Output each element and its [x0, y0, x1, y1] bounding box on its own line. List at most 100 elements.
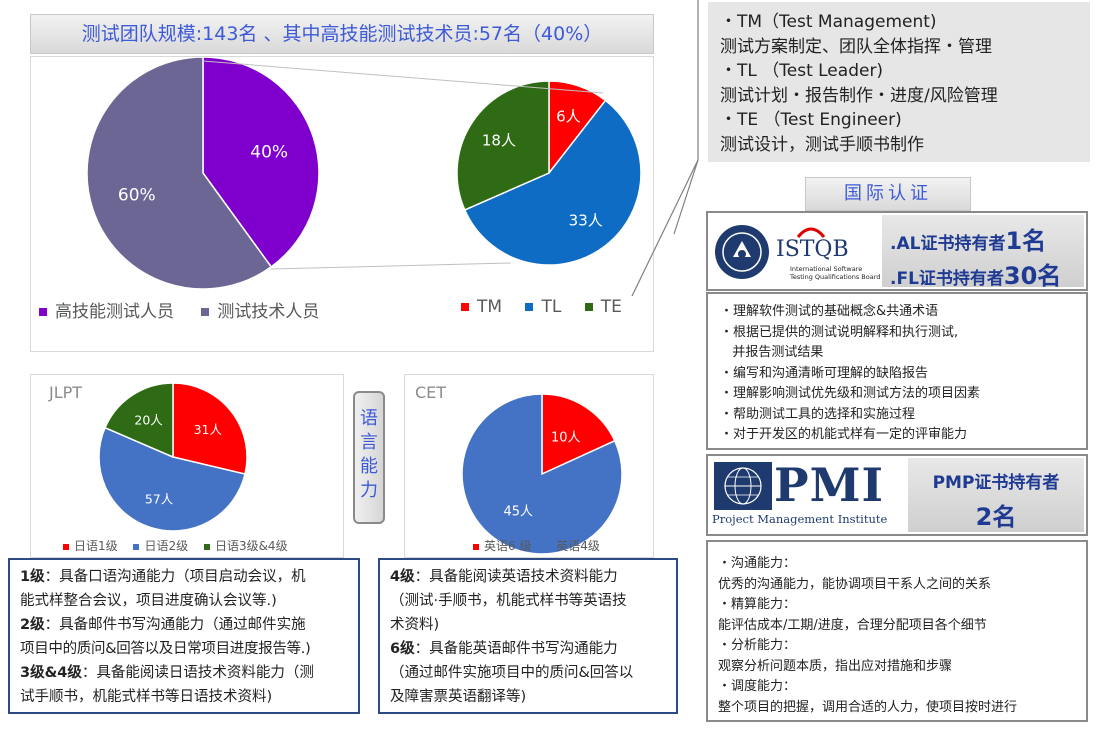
pmi-bullet: ・调度能力： [718, 679, 797, 694]
cet-chart-title: CET [415, 383, 447, 402]
pmp-cert-line1: PMP证书持有者 [932, 473, 1060, 493]
jlpt-line-4: 3级&4级：具备能阅读日语技术资料能力（测 [20, 665, 314, 681]
jlpt-line-0: 1级：具备口语沟通能力（项目启动会议，机 [20, 569, 306, 585]
pie-slice [202, 57, 320, 268]
language-label-char: 言 [360, 432, 378, 453]
jlpt-legend: 日语1级 日语2级 日语3级&4级 [63, 537, 288, 554]
pmi-bullet: ・沟通能力： [718, 556, 797, 571]
legend-item-tl: TL [525, 297, 561, 317]
language-label-char: 力 [360, 480, 378, 501]
pmi-bullet: ・分析能力： [718, 638, 797, 653]
pmi-logo-text: PMI [774, 458, 885, 512]
pie-slice-label: 60% [118, 185, 156, 205]
cet-line-5: 及障害票英语翻译等) [390, 689, 527, 705]
pie-slice [86, 57, 273, 290]
pmi-bullet: 能评估成本/工期/进度，合理分配项目各个细节 [718, 617, 987, 633]
istqb-bullet: 并报告测试结果 [720, 345, 824, 360]
pmi-box: PMI Project Management Institute PMP证书持有… [706, 454, 1088, 536]
legend-item-high-skill: 高技能测试人员 [39, 302, 174, 322]
language-label-char: 语 [360, 408, 378, 429]
jlpt-pie-chart: 31人 57人 20人 [98, 382, 248, 532]
role-line: 测试计划・报告制作・进度/风险管理 [720, 85, 998, 106]
language-label-char: 能 [360, 456, 378, 477]
cet-line-2: 术资料) [390, 617, 440, 633]
cet-description: 4级：具备能阅读英语技术资料能力 （测试·手顺书，机能式样书等英语技 术资料) … [378, 558, 678, 714]
pmi-bullet: 观察分析问题本质，指出应对措施和步骤 [718, 658, 953, 674]
pmi-logo-sub: Project Management Institute [712, 512, 888, 526]
legend-item-tech: 测试技术人员 [201, 302, 319, 322]
role-line: ・TM（Test Management) [720, 12, 937, 32]
jlpt-line-5: 试手顺书，机能式样书等日语技术资料) [20, 689, 273, 705]
jlpt-line-2: 2级：具备邮件书写沟通能力（通过邮件实施 [20, 617, 306, 633]
pmp-cert-line2: 2名 [975, 503, 1017, 531]
legend-item-cet4: 英语4级 [545, 539, 600, 553]
pie-slice [456, 80, 550, 211]
role-line: ・TL （Test Leader) [720, 61, 884, 81]
connector-line-top [202, 60, 604, 94]
intl-cert-label: 国际认证 [805, 177, 971, 211]
istqb-logo-text: ISTQB [776, 237, 849, 262]
connector-line-bottom [270, 262, 512, 270]
istqb-al-line: .AL证书持有者1名 [890, 227, 1047, 255]
skill-pie-chart: 40% 60% [86, 57, 320, 290]
jlpt-chart-panel: JLPT 31人 57人 20人 日语1级 日语2级 日语3级&4级 [30, 374, 344, 558]
pmi-bullet: 整个项目的把握，调用合适的人力，使项目按时进行 [718, 699, 1018, 715]
cet-chart-panel: CET 10人 45人 英语6 级 英语4级 [404, 374, 654, 558]
cet-line-1: （测试·手顺书，机能式样书等英语技 [390, 593, 627, 609]
istqb-bullet: ・根据已提供的测试说明解释和执行测试, [720, 324, 959, 340]
jlpt-description: 1级：具备口语沟通能力（项目启动会议，机 能式样整合会议，项目进度确认会议等.)… [8, 558, 360, 714]
team-size-title: 测试团队规模:143名 、其中高技能测试技术员:57名（40%） [30, 14, 654, 54]
cet-line-4: （通过邮件实施项目中的质问&回答以 [390, 665, 634, 681]
legend-item-te: TE [584, 297, 622, 317]
role-legend: TM TL TE [461, 297, 622, 317]
pie-slice-label: 6人 [556, 108, 581, 126]
cet-legend: 英语6 级 英语4级 [473, 537, 600, 554]
istqb-bullet: ・帮助测试工具的选择和实施过程 [720, 406, 916, 422]
cet-line-3: 6级：具备能英语邮件书写沟通能力 [390, 641, 618, 657]
pie-slice-label: 20人 [134, 412, 163, 427]
role-line: 测试方案制定、团队全体指挥・管理 [720, 36, 992, 57]
istqb-bullet: ・理解软件测试的基础概念&共通术语 [720, 304, 939, 319]
istqb-seal-icon [715, 225, 769, 279]
legend-item-jlpt1: 日语1级 [63, 539, 118, 553]
pmi-skills-box: ・沟通能力： 优秀的沟通能力，能协调项目干系人之间的关系 ・精算能力： 能评估成… [706, 540, 1088, 722]
istqb-skills-box: ・理解软件测试的基础概念&共通术语 ・根据已提供的测试说明解释和执行测试, 并报… [706, 292, 1088, 450]
istqb-fl-line: .FL证书持有者30名 [890, 262, 1062, 290]
team-chart-panel: 40% 60% 6人 33人 18人 高技能测试人员 测试技术人员 TM TL TE [30, 56, 654, 352]
pie-slice [541, 393, 616, 476]
roles-callout [631, 0, 699, 297]
pie-slice-label: 10人 [551, 431, 581, 446]
jlpt-chart-title: JLPT [49, 383, 83, 402]
pie-slice-label: 40% [250, 142, 288, 162]
pmi-bullet: 优秀的沟通能力，能协调项目干系人之间的关系 [718, 576, 992, 592]
istqb-arc-icon [796, 227, 826, 238]
pmi-bullet: ・精算能力： [718, 597, 797, 612]
istqb-logo-sub1: International Software [790, 265, 863, 273]
role-line: ・TE （Test Engineer) [720, 110, 902, 130]
pie-slice [461, 393, 623, 555]
istqb-box: ISTQB International Software Testing Qua… [706, 211, 1088, 291]
legend-item-cet6: 英语6 级 [473, 539, 531, 553]
jlpt-line-1: 能式样整合会议，项目进度确认会议等.) [20, 593, 277, 609]
pie-slice-label: 33人 [569, 211, 603, 229]
legend-item-tm: TM [461, 297, 502, 317]
istqb-bullet: ・编写和沟通清晰可理解的缺陷报告 [720, 365, 929, 381]
role-descriptions: ・TM（Test Management) 测试方案制定、团队全体指挥・管理 ・T… [708, 2, 1090, 162]
istqb-cert-holders: .AL证书持有者1名 .FL证书持有者30名 [882, 215, 1084, 290]
pmp-cert-holders: PMP证书持有者 2名 [908, 458, 1084, 532]
pie-slice [104, 382, 174, 459]
legend-item-jlpt34: 日语3级&4级 [203, 539, 288, 553]
pie-slice-label: 31人 [194, 422, 223, 437]
istqb-bullet: ・对于开发区的机能式样有一定的评审能力 [720, 427, 968, 442]
pmi-logo: PMI Project Management Institute [712, 458, 904, 530]
jlpt-line-3: 项目中的质问&回答以及日常项目进度报告等.) [20, 641, 311, 657]
pie-slice-label: 57人 [145, 492, 174, 507]
istqb-bullet: ・理解影响测试优先级和测试方法的项目因素 [720, 386, 981, 401]
legend-item-jlpt2: 日语2级 [133, 539, 188, 553]
skill-legend: 高技能测试人员 测试技术人员 [39, 297, 319, 322]
language-ability-label: 语 言 能 力 [353, 391, 385, 524]
pie-slice-label: 45人 [503, 505, 533, 520]
cet-pie-chart: 10人 45人 [461, 393, 623, 555]
role-pie-chart: 6人 33人 18人 [456, 80, 642, 266]
pie-slice [98, 426, 246, 532]
